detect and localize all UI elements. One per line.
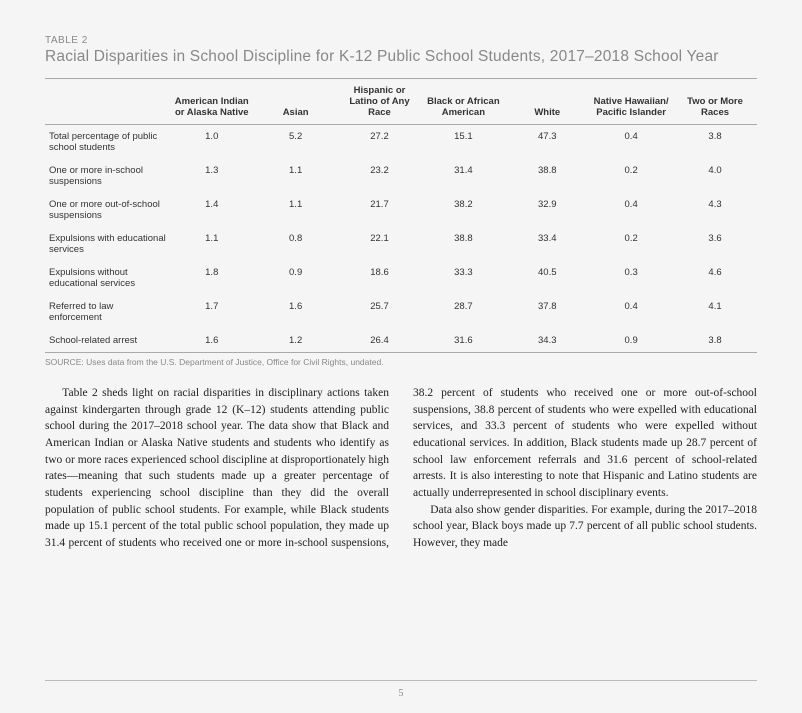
cell: 4.6 xyxy=(673,261,757,295)
table-row: Referred to law enforcement 1.7 1.6 25.7… xyxy=(45,295,757,329)
cell: 1.8 xyxy=(170,261,254,295)
col-header xyxy=(45,79,170,125)
footer-rule xyxy=(45,680,757,681)
cell: 1.1 xyxy=(254,159,338,193)
data-table: American Indian or Alaska Native Asian H… xyxy=(45,78,757,353)
col-header: White xyxy=(505,79,589,125)
row-label: One or more out-of-school suspensions xyxy=(45,193,170,227)
cell: 21.7 xyxy=(338,193,422,227)
col-header: Black or African American xyxy=(421,79,505,125)
body-paragraph: Data also show gender disparities. For e… xyxy=(413,502,757,552)
cell: 0.9 xyxy=(254,261,338,295)
cell: 0.8 xyxy=(254,227,338,261)
table-row: Total percentage of public school studen… xyxy=(45,125,757,160)
cell: 34.3 xyxy=(505,329,589,353)
cell: 40.5 xyxy=(505,261,589,295)
cell: 0.4 xyxy=(589,193,673,227)
cell: 1.0 xyxy=(170,125,254,160)
col-header: Two or More Races xyxy=(673,79,757,125)
table-title: Racial Disparities in School Discipline … xyxy=(45,48,757,66)
row-label: One or more in-school suspensions xyxy=(45,159,170,193)
cell: 3.8 xyxy=(673,329,757,353)
cell: 1.7 xyxy=(170,295,254,329)
cell: 4.1 xyxy=(673,295,757,329)
row-label: Expulsions with educational services xyxy=(45,227,170,261)
table-row: Expulsions without educational services … xyxy=(45,261,757,295)
cell: 0.4 xyxy=(589,125,673,160)
cell: 5.2 xyxy=(254,125,338,160)
table-row: School-related arrest 1.6 1.2 26.4 31.6 … xyxy=(45,329,757,353)
row-label: Total percentage of public school studen… xyxy=(45,125,170,160)
table-header-row: American Indian or Alaska Native Asian H… xyxy=(45,79,757,125)
table-row: One or more out-of-school suspensions 1.… xyxy=(45,193,757,227)
cell: 18.6 xyxy=(338,261,422,295)
cell: 31.4 xyxy=(421,159,505,193)
page-number: 5 xyxy=(0,688,802,699)
body-text: Table 2 sheds light on racial disparitie… xyxy=(45,385,757,552)
cell: 33.4 xyxy=(505,227,589,261)
cell: 1.6 xyxy=(170,329,254,353)
cell: 3.8 xyxy=(673,125,757,160)
col-header: Native Hawaiian/ Pacific Islander xyxy=(589,79,673,125)
cell: 23.2 xyxy=(338,159,422,193)
cell: 38.8 xyxy=(505,159,589,193)
cell: 0.2 xyxy=(589,159,673,193)
table-source: SOURCE: Uses data from the U.S. Departme… xyxy=(45,357,757,367)
row-label: School-related arrest xyxy=(45,329,170,353)
cell: 31.6 xyxy=(421,329,505,353)
cell: 15.1 xyxy=(421,125,505,160)
cell: 38.2 xyxy=(421,193,505,227)
cell: 1.4 xyxy=(170,193,254,227)
col-header: Hispanic or Latino of Any Race xyxy=(338,79,422,125)
cell: 0.3 xyxy=(589,261,673,295)
cell: 37.8 xyxy=(505,295,589,329)
row-label: Referred to law enforcement xyxy=(45,295,170,329)
cell: 38.8 xyxy=(421,227,505,261)
cell: 4.0 xyxy=(673,159,757,193)
cell: 22.1 xyxy=(338,227,422,261)
cell: 27.2 xyxy=(338,125,422,160)
cell: 32.9 xyxy=(505,193,589,227)
cell: 1.6 xyxy=(254,295,338,329)
cell: 1.1 xyxy=(170,227,254,261)
cell: 0.4 xyxy=(589,295,673,329)
cell: 25.7 xyxy=(338,295,422,329)
cell: 47.3 xyxy=(505,125,589,160)
cell: 0.9 xyxy=(589,329,673,353)
cell: 33.3 xyxy=(421,261,505,295)
table-body: Total percentage of public school studen… xyxy=(45,125,757,353)
cell: 1.3 xyxy=(170,159,254,193)
table-row: Expulsions with educational services 1.1… xyxy=(45,227,757,261)
table-row: One or more in-school suspensions 1.3 1.… xyxy=(45,159,757,193)
cell: 1.2 xyxy=(254,329,338,353)
table-label: TABLE 2 xyxy=(45,35,757,46)
cell: 28.7 xyxy=(421,295,505,329)
col-header: American Indian or Alaska Native xyxy=(170,79,254,125)
cell: 1.1 xyxy=(254,193,338,227)
row-label: Expulsions without educational services xyxy=(45,261,170,295)
cell: 3.6 xyxy=(673,227,757,261)
cell: 4.3 xyxy=(673,193,757,227)
cell: 26.4 xyxy=(338,329,422,353)
cell: 0.2 xyxy=(589,227,673,261)
col-header: Asian xyxy=(254,79,338,125)
